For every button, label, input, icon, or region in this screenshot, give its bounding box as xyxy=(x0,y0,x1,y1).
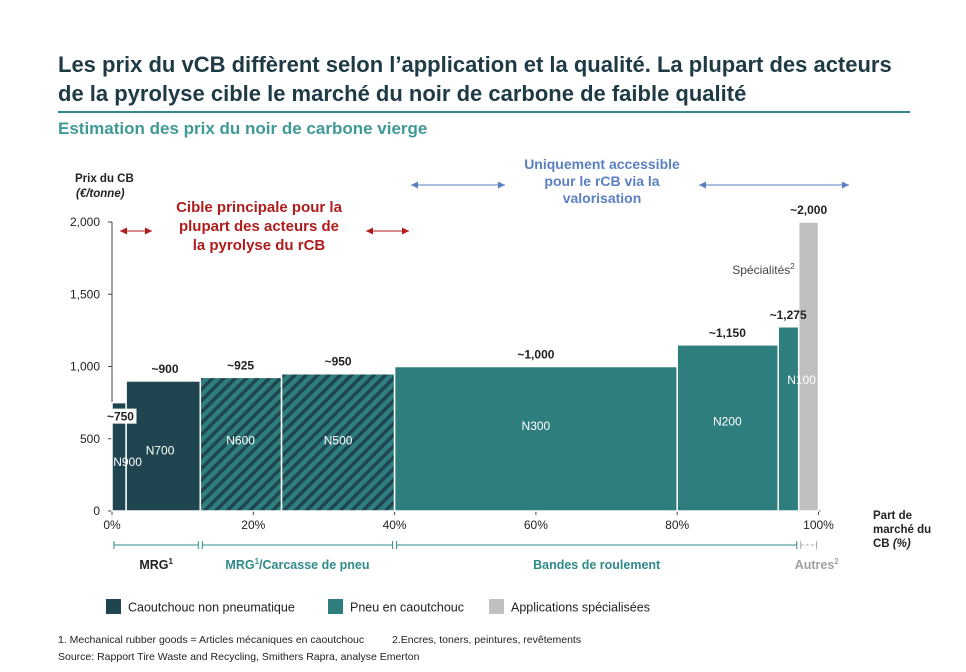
footnote-sup: 1 xyxy=(169,557,174,566)
accessible-annotation-line: Uniquement accessible xyxy=(524,156,680,172)
x-axis-title-line: Part de xyxy=(873,510,912,522)
bar-sp-cialit-s xyxy=(797,221,820,512)
legend-label: Pneu en caoutchouc xyxy=(350,601,464,615)
footnote-sup: 2 xyxy=(790,262,795,271)
accessible-annotation: Uniquement accessible pour le rCB via la v… xyxy=(524,156,680,206)
bar-value-label: ~1,000 xyxy=(517,348,554,362)
x-axis-title-line: marché du xyxy=(873,524,931,536)
segment-label-suffix: /Carcasse de pneu xyxy=(259,558,369,572)
legend-label: Applications spécialisées xyxy=(511,601,650,615)
segment-label: MRG1/Carcasse de pneu xyxy=(225,557,369,572)
bar-value-label: ~900 xyxy=(151,362,178,376)
target-arrow-left-head-left xyxy=(120,227,127,235)
x-tick-label: 60% xyxy=(524,518,548,532)
bar-grade-label: N300 xyxy=(522,419,551,433)
footnote-sup: 2 xyxy=(834,557,839,566)
bar-value-label: ~925 xyxy=(227,358,254,372)
legend-swatch-specialisees xyxy=(489,599,504,614)
bar-value-label: ~1,275 xyxy=(770,308,807,322)
accessible-arrow-right-head-left xyxy=(699,181,706,189)
x-tick-label: 0% xyxy=(103,518,121,532)
bar-n200 xyxy=(676,344,779,512)
legend-swatch-non_pneumatique xyxy=(106,599,121,614)
x-tick-label: 80% xyxy=(665,518,689,532)
target-arrow-left-head-right xyxy=(145,227,152,235)
value-label-bg xyxy=(106,408,137,424)
x-tick-label: 100% xyxy=(803,518,834,532)
y-tick-label: 1,000 xyxy=(70,360,100,374)
target-annotation-line: plupart des acteurs de xyxy=(179,218,339,235)
target-annotation: Cible principale pour la plupart des acte… xyxy=(176,199,343,254)
bar-value-label: ~950 xyxy=(325,355,352,369)
chart-subtitle: Estimation des prix du noir de carbone v… xyxy=(58,119,428,138)
bar-grade-label: Spécialités2 xyxy=(732,262,795,277)
x-tick-label: 20% xyxy=(241,518,265,532)
bar-grade-label: N100 xyxy=(787,373,816,387)
y-tick-label: 1,500 xyxy=(70,287,100,301)
x-axis-title: Part de marché du CB (%) xyxy=(873,510,931,550)
bar-grade-label: N500 xyxy=(324,434,353,448)
footnote-autres: 2.Encres, toners, peintures, revêtements xyxy=(391,634,582,646)
footnote-1: 1. Mechanical rubber goods = Articles mé… xyxy=(58,634,581,646)
bar-value-label: ~750 xyxy=(107,410,134,424)
legend-swatch-pneu xyxy=(328,599,343,614)
title-divider xyxy=(58,111,910,113)
target-arrow-right-head-left xyxy=(366,227,373,235)
bar-n300 xyxy=(393,365,678,512)
y-tick-label: 0 xyxy=(93,504,100,518)
bar-n600 xyxy=(199,376,283,512)
x-axis-title-line: CB (%) xyxy=(873,538,911,550)
accessible-annotation-line: pour le rCB via la xyxy=(544,173,659,189)
y-axis-unit: (€/tonne) xyxy=(76,188,125,200)
x-axis-unit: (%) xyxy=(893,538,911,550)
bar-n500 xyxy=(280,372,396,512)
y-tick-label: 2,000 xyxy=(70,215,100,229)
bar-grade-label: N200 xyxy=(713,415,742,429)
target-arrow-right-head-right xyxy=(402,227,409,235)
footnote-sup: 1 xyxy=(255,557,260,566)
segment-label: Bandes de roulement xyxy=(533,558,661,572)
y-axis-title: Prix du CB xyxy=(75,173,134,185)
bar-grade-label: N900 xyxy=(113,455,142,469)
segment-label: Autres2 xyxy=(795,557,840,572)
y-tick-label: 500 xyxy=(80,432,100,446)
accessible-arrow-right-head-right xyxy=(842,181,849,189)
accessible-arrow-left-head-left xyxy=(411,181,418,189)
bar-n700 xyxy=(125,380,202,512)
bar-n100 xyxy=(777,326,800,512)
segment-label: MRG1 xyxy=(139,557,173,572)
footnote-mrg: 1. Mechanical rubber goods = Articles mé… xyxy=(58,634,365,646)
target-annotation-line: Cible principale pour la xyxy=(176,199,343,216)
legend-label: Caoutchouc non pneumatique xyxy=(128,601,295,615)
bar-grade-label: N700 xyxy=(146,444,175,458)
bar-grade-label: N600 xyxy=(226,434,255,448)
bar-value-label: ~1,150 xyxy=(709,326,746,340)
page-title: Les prix du vCB diffèrent selon l’applic… xyxy=(58,52,892,106)
accessible-arrow-left-head-right xyxy=(498,181,505,189)
accessible-annotation-line: valorisation xyxy=(563,190,642,206)
bar-value-label: ~2,000 xyxy=(790,203,827,217)
footnote-source: Source: Rapport Tire Waste and Recycling… xyxy=(58,651,420,663)
x-tick-label: 40% xyxy=(383,518,407,532)
target-annotation-line: la pyrolyse du rCB xyxy=(193,237,326,254)
